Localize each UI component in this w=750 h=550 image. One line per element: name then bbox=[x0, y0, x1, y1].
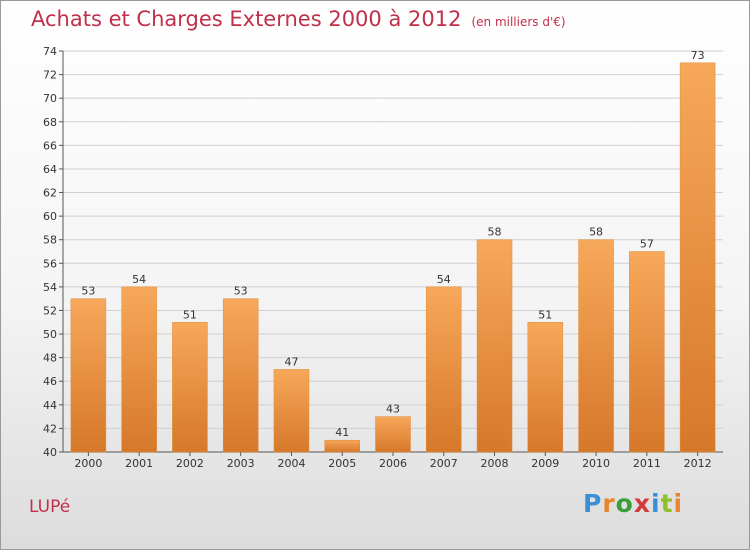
y-tick-label: 64 bbox=[43, 163, 57, 176]
bar bbox=[476, 239, 513, 453]
bar-value-label: 53 bbox=[234, 285, 248, 298]
bar-value-label: 73 bbox=[691, 49, 705, 62]
bar bbox=[273, 369, 310, 453]
y-tick-label: 46 bbox=[43, 375, 57, 388]
logo-letter: x bbox=[633, 489, 651, 518]
bar bbox=[222, 298, 259, 453]
bar-value-label: 54 bbox=[437, 273, 451, 286]
x-tick-label: 2009 bbox=[531, 457, 559, 470]
bar bbox=[426, 286, 462, 453]
bar-value-label: 51 bbox=[538, 308, 552, 321]
y-tick-label: 74 bbox=[43, 45, 57, 58]
y-tick-label: 70 bbox=[43, 92, 57, 105]
chart-unit-label: (en milliers d'€) bbox=[471, 15, 566, 29]
x-tick-label: 2003 bbox=[227, 457, 255, 470]
bar-value-label: 51 bbox=[183, 308, 197, 321]
y-tick-label: 54 bbox=[43, 281, 57, 294]
y-tick-label: 48 bbox=[43, 352, 57, 365]
bar bbox=[375, 416, 411, 453]
x-tick-label: 2004 bbox=[277, 457, 305, 470]
x-tick-label: 2002 bbox=[176, 457, 204, 470]
bar bbox=[70, 298, 107, 453]
logo-letter: P bbox=[583, 489, 603, 518]
y-tick-label: 62 bbox=[43, 187, 57, 200]
x-tick-label: 2012 bbox=[684, 457, 712, 470]
bar bbox=[121, 286, 157, 453]
x-tick-label: 2005 bbox=[328, 457, 356, 470]
x-tick-label: 2001 bbox=[125, 457, 153, 470]
logo-letter: i bbox=[673, 489, 684, 518]
commune-name: LUPé bbox=[29, 497, 71, 517]
y-tick-label: 50 bbox=[43, 328, 57, 341]
y-tick-label: 58 bbox=[43, 234, 57, 247]
bar-value-label: 47 bbox=[284, 355, 298, 368]
bar bbox=[324, 439, 360, 453]
bar-value-label: 53 bbox=[81, 285, 95, 298]
bar-value-label: 57 bbox=[640, 238, 654, 251]
y-tick-label: 68 bbox=[43, 116, 57, 129]
chart-title: Achats et Charges Externes 2000 à 2012 (e… bbox=[31, 7, 566, 31]
gridlines bbox=[63, 50, 723, 453]
proxiti-logo[interactable]: Proxiti bbox=[583, 489, 683, 518]
y-tick-label: 72 bbox=[43, 69, 57, 82]
bar bbox=[629, 251, 665, 453]
x-tick-label: 2010 bbox=[582, 457, 610, 470]
bar-value-label: 58 bbox=[589, 226, 603, 239]
logo-letter: i bbox=[651, 489, 661, 518]
logo-letter: o bbox=[615, 489, 634, 518]
bar bbox=[527, 322, 564, 453]
bar-value-label: 54 bbox=[132, 273, 146, 286]
y-tick-label: 52 bbox=[43, 304, 57, 317]
y-tick-label: 42 bbox=[43, 422, 57, 435]
x-tick-label: 2006 bbox=[379, 457, 407, 470]
bar bbox=[172, 322, 208, 453]
logo-letter: r bbox=[602, 489, 616, 518]
y-tick-label: 56 bbox=[43, 257, 57, 270]
x-tick-label: 2007 bbox=[430, 457, 458, 470]
data-labels: 53 54 51 53 47 41 43 54 58 51 58 57 73 bbox=[81, 49, 704, 439]
bars bbox=[70, 62, 716, 453]
x-tick-label: 2008 bbox=[481, 457, 509, 470]
bar bbox=[679, 62, 716, 453]
x-tick-label: 2011 bbox=[633, 457, 661, 470]
x-tick-label: 2000 bbox=[74, 457, 102, 470]
y-tick-label: 60 bbox=[43, 210, 57, 223]
logo-letter: t bbox=[660, 489, 674, 518]
bar bbox=[578, 239, 614, 453]
bar-value-label: 43 bbox=[386, 403, 400, 416]
y-tick-label: 40 bbox=[43, 446, 57, 459]
y-tick-label: 44 bbox=[43, 399, 57, 412]
y-tick-label: 66 bbox=[43, 139, 57, 152]
bar-value-label: 41 bbox=[335, 426, 349, 439]
bar-value-label: 58 bbox=[488, 226, 502, 239]
